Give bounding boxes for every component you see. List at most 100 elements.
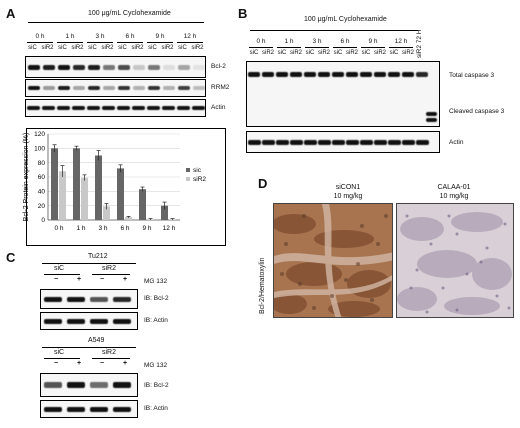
tu212-cond-sic: siC [54,265,65,272]
bar-siR2 [59,171,66,220]
time-underline [389,47,413,48]
blot-band [401,140,415,145]
mg132-sign: + [122,360,128,367]
time-label: 3 h [312,38,322,45]
blot-band [102,86,115,90]
a549-cond-sir2: siR2 [102,349,117,356]
mg132-sign: − [53,276,59,283]
tu212-cond-sir2: siR2 [102,265,117,272]
time-label: 9 h [368,38,378,45]
time-label: 1 h [284,38,294,45]
blot-band [177,86,190,90]
bar-siR2 [81,177,88,220]
blot-band [318,72,330,77]
legend-swatch-sic [186,168,190,172]
lane-label: siC [333,50,343,56]
legend-swatch-siR2 [186,177,190,181]
a549-actin-label: IB: Actin [144,405,168,412]
time-underline [305,47,329,48]
blot-band [132,65,145,70]
lane-label: siR2 [131,45,144,51]
legend-label-siR2: siR2 [193,176,206,183]
blot-band [345,140,359,145]
lane-label: siC [178,45,187,51]
blot-band [248,72,260,77]
y-axis-label: Bcl-2 Protein expression (%) [23,133,30,222]
blot-band [346,72,358,77]
panel-b-total-caspase-label: Total caspase 3 [449,72,495,79]
lane-label: siC [249,50,259,56]
panel-d-label: D [258,176,268,191]
blot-band [275,140,289,145]
lane-label: siC [88,45,97,51]
blot-band [87,106,100,110]
y-tick-label: 20 [38,203,46,210]
blot-band [289,140,303,145]
bar-sic [73,148,80,220]
lane-label: siR2 [191,45,204,51]
blot-band [72,106,85,110]
x-tick-label: 1 h [76,225,85,232]
blot-band [57,65,70,70]
blot-band [132,86,145,90]
tu212-sic-line [44,274,80,275]
blot-band [303,140,317,145]
blot-band [192,65,205,70]
panel-a-label: A [6,6,16,21]
time-underline [361,47,385,48]
time-label: 3 h [95,33,105,40]
y-tick-label: 60 [38,174,46,181]
blot-band [374,72,386,77]
ihc-image-calaa01 [396,203,514,318]
time-underline [249,47,273,48]
blot-band [117,65,130,70]
blot-band [66,382,85,388]
a549-line [42,347,136,348]
ihc-1-title: siCON1 [335,184,361,191]
mg132-sign: + [122,276,128,283]
panel-b-extra-lane: siR2 72 H [416,29,423,58]
blot-band [331,140,345,145]
blot-band [66,319,85,324]
blot-band [102,106,115,110]
lane-label: siC [389,50,399,56]
time-label: 6 h [340,38,350,45]
time-underline [27,42,53,43]
mg132-sign: − [99,276,105,283]
tu212-actin-label: IB: Actin [144,317,168,324]
blot-band [42,65,55,70]
a549-sic-line [44,358,80,359]
tu212-bcl2-blot [40,289,138,309]
tu212-line [42,263,136,264]
blot-band [276,72,288,77]
x-tick-label: 6 h [120,225,129,232]
blot-band [89,297,108,302]
ihc-2-dose: 10 mg/kg [439,193,469,200]
panel-b-treatment-line [250,30,418,31]
ihc-2-title: CALAA-01 [437,184,471,191]
blot-band [416,72,428,77]
time-label: 9 h [155,33,165,40]
time-label: 12 h [394,38,408,45]
blot-band [387,140,401,145]
blot-band [192,106,205,110]
tu212-mg-label: MG 132 [144,278,168,285]
time-label: 6 h [125,33,135,40]
tu212-sir2-line [92,274,130,275]
blot-band [89,382,108,388]
panel-b-actin-label: Actin [449,139,464,146]
ihc-image-sicon1-texture [274,204,392,317]
blot-band [177,106,190,110]
lane-label: siR2 [401,50,414,56]
blot-band [373,140,387,145]
mg132-sign: + [76,360,82,367]
bar-siR2 [103,206,110,220]
cleaved-caspase-band-1 [426,112,437,116]
blot-band [27,65,40,70]
time-underline [57,42,83,43]
blot-band [72,86,85,90]
blot-band [359,140,373,145]
panel-a-rrm2-label: RRM2 [211,84,230,91]
panel-b-caspase-blot [246,61,440,127]
blot-band [147,106,160,110]
